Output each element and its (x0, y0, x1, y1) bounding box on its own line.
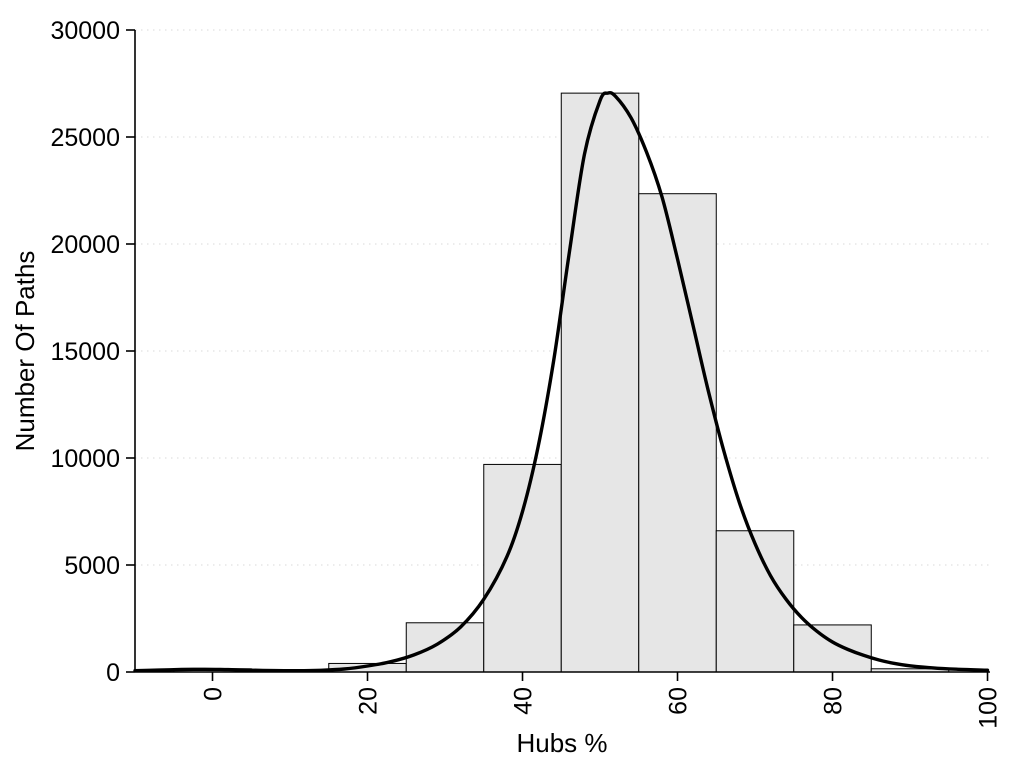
y-tick-label: 10000 (50, 445, 120, 473)
x-tick-label: 60 (665, 687, 693, 715)
tick-labels-group: 0 5000 10000 15000 20000 25000 30000 0 20 40 60 80 1… (50, 17, 1002, 729)
x-tick-label: 0 (200, 687, 228, 701)
y-tick-label: 20000 (50, 231, 120, 259)
x-tick-label: 20 (355, 687, 383, 715)
y-tick-label: 30000 (50, 17, 120, 45)
histogram-bar (483, 463, 562, 673)
bars-group (173, 92, 950, 673)
histogram-bar (560, 92, 640, 673)
x-tick-label: 40 (510, 687, 538, 715)
y-tick-label: 15000 (50, 338, 120, 366)
density-curve-group (133, 91, 990, 673)
y-tick-label: 25000 (50, 124, 120, 152)
y-tick-label: 5000 (64, 552, 120, 580)
x-tick-label: 100 (975, 687, 1003, 729)
density-curve (133, 91, 990, 673)
y-axis-title: Number Of Paths (10, 251, 40, 452)
x-tick-label: 80 (820, 687, 848, 715)
histogram-bar (405, 622, 485, 673)
axes-group (126, 29, 990, 681)
x-axis-title: Hubs % (516, 728, 607, 758)
histogram-bar (793, 624, 872, 673)
histogram-bar (715, 530, 795, 673)
y-tick-label: 0 (106, 659, 120, 687)
